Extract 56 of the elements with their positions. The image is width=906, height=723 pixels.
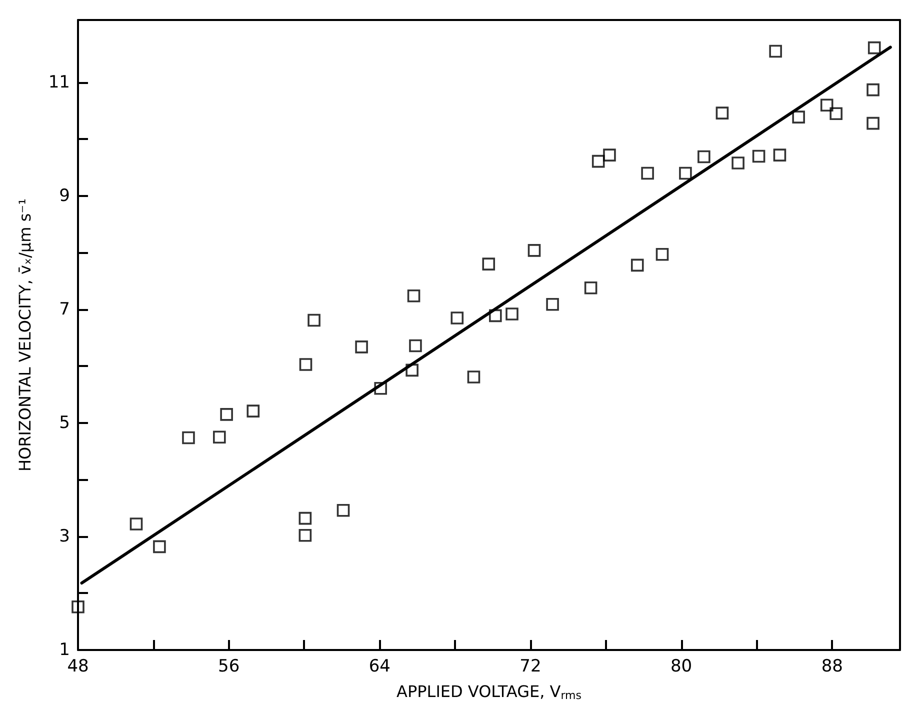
point xyxy=(716,106,729,120)
point xyxy=(506,308,518,320)
point xyxy=(299,358,312,371)
point xyxy=(792,110,805,124)
point xyxy=(641,166,654,180)
point xyxy=(130,518,143,530)
point xyxy=(866,116,880,130)
point xyxy=(630,258,644,272)
x-tick-label: 88 xyxy=(821,656,843,676)
point xyxy=(450,312,464,324)
x-tick-label: 64 xyxy=(368,656,390,676)
y-tick-label: 1 xyxy=(59,640,70,660)
point xyxy=(213,430,226,444)
point xyxy=(298,512,312,525)
y-tick-label: 7 xyxy=(59,299,70,320)
point xyxy=(374,382,387,395)
point xyxy=(820,98,834,112)
y-tick-label: 9 xyxy=(59,186,70,206)
point xyxy=(656,248,669,261)
point xyxy=(153,540,166,554)
y-tick-label: 11 xyxy=(48,72,70,92)
point xyxy=(830,107,842,120)
point xyxy=(698,150,710,164)
x-tick-label: 72 xyxy=(520,656,542,676)
y-tick-label: 5 xyxy=(59,412,70,433)
point xyxy=(773,148,786,162)
x-tick-label: 56 xyxy=(218,656,240,676)
point xyxy=(489,309,502,322)
y-axis-title: HORIZONTAL VELOCITY, v̄ₓ/μm s⁻¹ xyxy=(16,198,34,472)
point xyxy=(409,339,422,352)
point xyxy=(546,298,559,311)
x-tick-label: 80 xyxy=(670,656,692,676)
point xyxy=(584,281,598,294)
point xyxy=(603,148,616,162)
point xyxy=(679,166,692,180)
point xyxy=(732,156,744,170)
point xyxy=(182,431,195,444)
point xyxy=(298,528,312,542)
point xyxy=(407,289,420,302)
point xyxy=(868,41,881,54)
point xyxy=(592,154,605,168)
point xyxy=(528,244,541,257)
point xyxy=(336,504,350,517)
x-tick-label: 48 xyxy=(67,656,89,676)
point xyxy=(355,340,368,354)
point xyxy=(482,258,496,270)
point xyxy=(406,364,418,377)
point xyxy=(752,150,766,163)
point xyxy=(467,370,480,384)
point xyxy=(246,404,260,418)
point xyxy=(72,600,84,614)
point xyxy=(308,314,320,327)
y-tick-label: 3 xyxy=(59,526,70,546)
point xyxy=(866,83,880,96)
point xyxy=(769,44,782,58)
point xyxy=(220,408,233,421)
